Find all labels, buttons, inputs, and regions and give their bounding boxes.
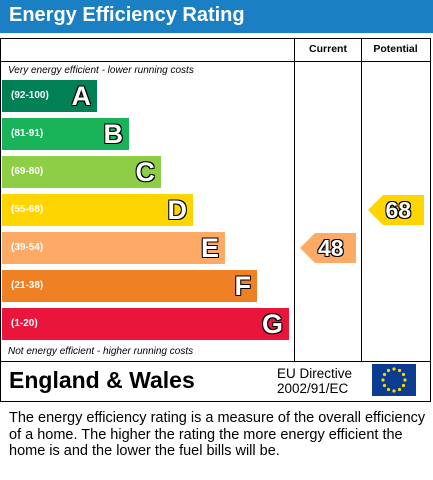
current-arrow-shape: [300, 233, 356, 263]
rating-bar-c: (69-80) C: [2, 156, 161, 188]
rating-bar-f: (21-38) F: [2, 270, 257, 302]
title-bar: Energy Efficiency Rating: [0, 0, 433, 33]
footer-divider: [0, 361, 431, 362]
note-bottom: Not energy efficient - higher running co…: [8, 346, 194, 357]
region-label: England & Wales: [9, 367, 195, 393]
column-header-current: Current: [309, 43, 347, 55]
band-letter: F: [234, 271, 252, 301]
potential-column-divider: [361, 38, 362, 362]
band-range: (39-54): [11, 242, 44, 253]
header-divider: [0, 61, 431, 62]
band-letter: B: [103, 119, 124, 149]
potential-rating-value: 68: [385, 197, 412, 223]
potential-arrow-shape: [367, 195, 424, 225]
eu-flag-icon: [372, 364, 416, 396]
potential-rating-arrow: 68: [367, 195, 424, 225]
band-letter: G: [261, 309, 283, 339]
band-letter: E: [200, 233, 219, 263]
column-header-potential: Potential: [373, 43, 418, 55]
note-top: Very energy efficient - lower running co…: [8, 65, 194, 76]
band-range: (1-20): [11, 318, 38, 329]
eu-directive: EU Directive 2002/91/EC: [277, 366, 352, 396]
band-range: (81-91): [11, 128, 44, 139]
band-range: (21-38): [11, 280, 44, 291]
band-letter: D: [167, 195, 188, 225]
directive-line1: EU Directive: [277, 366, 353, 381]
rating-bar-b: (81-91) B: [2, 118, 129, 150]
band-range: (92-100): [11, 90, 49, 101]
rating-bar-a: (92-100) A: [2, 80, 97, 112]
band-range: (69-80): [11, 166, 44, 177]
description-text: The energy efficiency rating is a measur…: [9, 410, 426, 459]
rating-bar-d: (55-68) D: [2, 194, 193, 226]
current-rating-value: 48: [318, 235, 344, 261]
current-column-divider: [294, 38, 295, 362]
page-title: Energy Efficiency Rating: [9, 4, 245, 26]
current-rating-arrow: 48: [300, 233, 356, 263]
band-letter: C: [135, 157, 156, 187]
rating-frame: [0, 38, 431, 402]
band-letter: A: [71, 81, 92, 111]
rating-bar-e: (39-54) E: [2, 232, 225, 264]
band-range: (55-68): [11, 204, 44, 215]
rating-bar-g: (1-20) G: [2, 308, 289, 340]
directive-line2: 2002/91/EC: [277, 381, 349, 396]
